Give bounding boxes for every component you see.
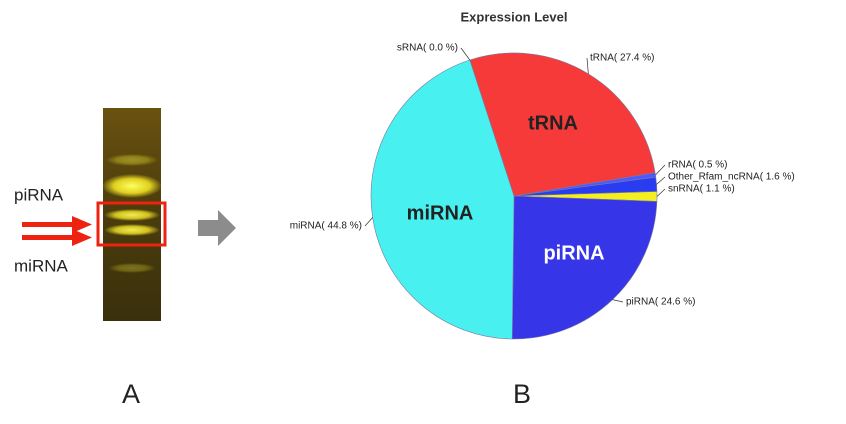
slice-name: piRNA (543, 242, 604, 264)
slice-label: piRNA( 24.6 %) (626, 297, 695, 308)
transition-arrow (198, 210, 236, 246)
leader-line (612, 299, 624, 303)
pie-slice (370, 59, 515, 340)
gel-label: miRNA (14, 256, 68, 275)
chart-title: Expression Level (461, 9, 568, 24)
leader-line (460, 47, 471, 61)
gel-band (108, 263, 156, 273)
leader-line (364, 217, 373, 227)
slice-label: miRNA( 44.8 %) (290, 221, 362, 232)
slice-name: miRNA (407, 202, 474, 224)
leader-line (655, 164, 666, 176)
slice-label: snRNA( 1.1 %) (668, 184, 735, 195)
slice-label: sRNA( 0.0 %) (397, 43, 458, 54)
leader-line (586, 57, 589, 74)
leader-line (656, 188, 666, 197)
highlight-box (96, 201, 167, 247)
pie-slice (511, 195, 658, 340)
gel-band (104, 224, 160, 236)
gel-band (104, 209, 160, 221)
gel-band (106, 154, 158, 166)
panel-label: A (122, 379, 140, 409)
gel-band (102, 174, 162, 198)
slice-label: tRNA( 27.4 %) (590, 53, 654, 64)
slice-label: rRNA( 0.5 %) (668, 160, 727, 171)
gel-panel: piRNA miRNA A (14, 108, 167, 409)
gel-label: piRNA (14, 185, 64, 204)
slice-name: tRNA (528, 112, 578, 134)
pie-slice (469, 52, 656, 197)
panel-label: B (513, 379, 531, 409)
slice-label: Other_Rfam_ncRNA( 1.6 %) (668, 172, 795, 183)
arrows (22, 216, 92, 246)
leader-line (656, 176, 666, 185)
